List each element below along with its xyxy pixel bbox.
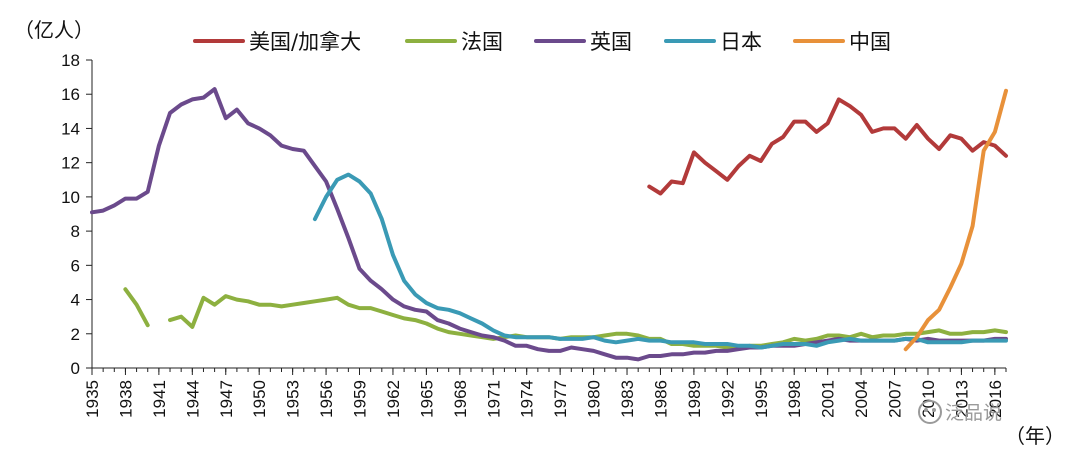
x-tick-label: 2016	[986, 380, 1005, 418]
x-tick-label: 1995	[752, 380, 771, 418]
x-tick-label: 1998	[785, 380, 804, 418]
x-tick-label: 1938	[116, 380, 135, 418]
x-tick-label: 1974	[518, 380, 537, 418]
y-tick-label: 8	[71, 222, 80, 241]
legend-label: 日本	[720, 30, 762, 54]
x-tick-label: 1935	[83, 380, 102, 418]
x-axis: 1935 1938 1941 1944 1947 1950 1953 1956 1959 1962…	[83, 367, 1007, 418]
y-axis: 0 2 4 6 8 10 12 14 16 18	[61, 51, 93, 378]
x-tick-label: 1989	[685, 380, 704, 418]
x-tick-label: 1953	[284, 380, 303, 418]
x-tick-label: 2007	[886, 380, 905, 418]
watermark-text: 泛品说	[945, 402, 1002, 424]
x-axis-label: （年）	[1005, 424, 1065, 448]
x-tick-label: 1959	[351, 380, 370, 418]
x-tick-label: 1965	[417, 380, 436, 418]
legend-label: 法国	[461, 30, 503, 54]
x-tick-label: 2004	[852, 380, 871, 418]
wechat-icon-dot	[932, 408, 936, 412]
watermark: 泛品说	[918, 400, 1002, 424]
series-group	[90, 87, 1008, 362]
x-tick-label: 1944	[183, 380, 202, 418]
y-axis-label: （亿人）	[14, 18, 94, 42]
y-tick-label: 0	[71, 359, 80, 378]
x-tick-label: 2001	[819, 380, 838, 418]
legend: 美国/加拿大 法国 英国 日本 中国	[193, 30, 891, 54]
x-tick-label: 1983	[618, 380, 637, 418]
x-tick-label: 2010	[919, 380, 938, 418]
y-tick-label: 2	[71, 325, 80, 344]
series-line	[123, 287, 150, 328]
series-line	[312, 172, 1008, 350]
legend-label: 中国	[849, 30, 891, 54]
y-tick-label: 4	[71, 291, 80, 310]
x-tick-label: 1962	[384, 380, 403, 418]
x-tick-label: 2013	[952, 380, 971, 418]
x-tick-label: 1980	[585, 380, 604, 418]
wechat-icon	[918, 400, 942, 424]
wechat-icon-dot	[924, 408, 928, 412]
x-tick-label: 1968	[451, 380, 470, 418]
x-tick-label: 1956	[317, 380, 336, 418]
y-tick-label: 12	[61, 154, 80, 173]
series-line	[903, 88, 1008, 352]
y-tick-label: 6	[71, 256, 80, 275]
x-tick-label: 1950	[250, 380, 269, 418]
legend-label: 美国/加拿大	[249, 30, 361, 54]
x-tick-label: 1947	[217, 380, 236, 418]
y-tick-label: 14	[61, 119, 80, 138]
legend-label: 英国	[590, 30, 632, 54]
x-tick-label: 1971	[484, 380, 503, 418]
x-tick-label: 1986	[651, 380, 670, 418]
y-tick-label: 10	[61, 188, 80, 207]
x-tick-label: 1992	[718, 380, 737, 418]
y-tick-label: 18	[61, 51, 80, 70]
y-tick-label: 16	[61, 85, 80, 104]
x-tick-label: 1941	[150, 380, 169, 418]
series-line	[647, 97, 1008, 196]
x-tick-label: 1977	[551, 380, 570, 418]
